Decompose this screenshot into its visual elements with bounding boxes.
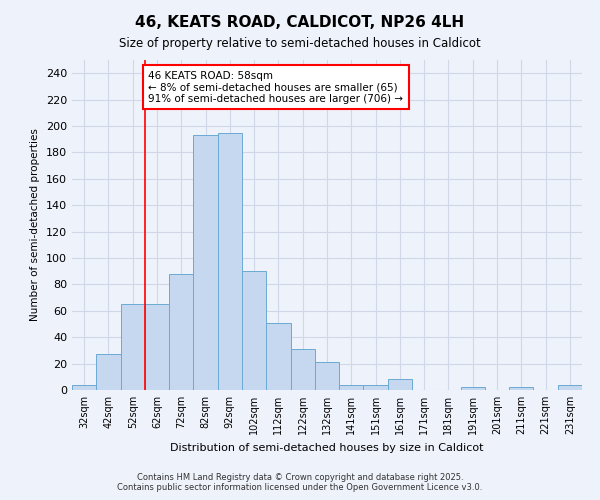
Bar: [72, 384, 96, 390]
Bar: [388, 380, 412, 390]
Bar: [145, 304, 169, 390]
Bar: [290, 349, 315, 390]
Text: Size of property relative to semi-detached houses in Caldicot: Size of property relative to semi-detach…: [119, 38, 481, 51]
Bar: [364, 384, 388, 390]
Bar: [169, 274, 193, 390]
Text: 46, KEATS ROAD, CALDICOT, NP26 4LH: 46, KEATS ROAD, CALDICOT, NP26 4LH: [136, 15, 464, 30]
X-axis label: Distribution of semi-detached houses by size in Caldicot: Distribution of semi-detached houses by …: [170, 442, 484, 452]
Bar: [558, 384, 582, 390]
Bar: [266, 322, 290, 390]
Text: Contains HM Land Registry data © Crown copyright and database right 2025.
Contai: Contains HM Land Registry data © Crown c…: [118, 473, 482, 492]
Text: 46 KEATS ROAD: 58sqm
← 8% of semi-detached houses are smaller (65)
91% of semi-d: 46 KEATS ROAD: 58sqm ← 8% of semi-detach…: [149, 70, 404, 104]
Bar: [242, 271, 266, 390]
Bar: [96, 354, 121, 390]
Bar: [218, 132, 242, 390]
Bar: [509, 388, 533, 390]
Bar: [339, 384, 364, 390]
Bar: [461, 388, 485, 390]
Bar: [193, 135, 218, 390]
Bar: [315, 362, 339, 390]
Bar: [121, 304, 145, 390]
Y-axis label: Number of semi-detached properties: Number of semi-detached properties: [31, 128, 40, 322]
